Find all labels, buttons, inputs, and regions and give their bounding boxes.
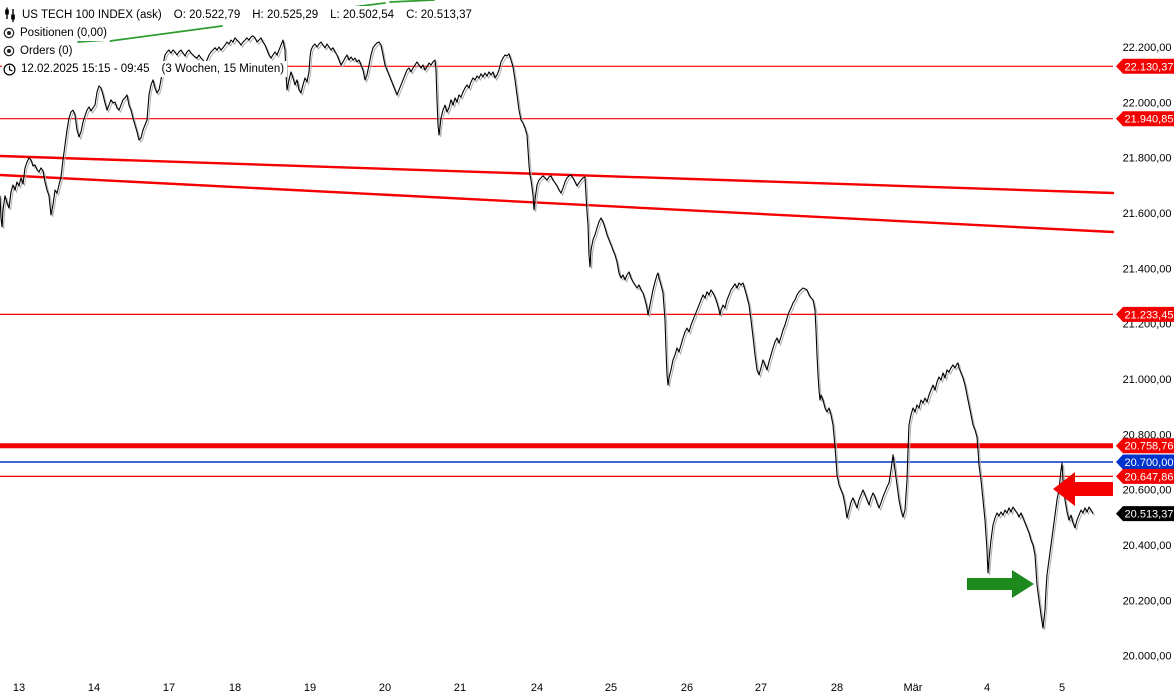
orders-row[interactable]: Orders (0) — [2, 43, 76, 59]
x-axis-tick-label: 4 — [984, 682, 990, 694]
x-axis-tick-label: 17 — [163, 682, 175, 694]
price-level-badge[interactable] — [1116, 111, 1174, 127]
x-axis-tick-label: 13 — [13, 682, 25, 694]
x-axis-tick-label: 20 — [379, 682, 391, 694]
time-range-label: 12.02.2025 15:15 - 09:45 — [21, 63, 150, 75]
green-trendline[interactable] — [389, 0, 435, 3]
y-axis-tick-label: 22.200,00 — [1123, 42, 1172, 54]
price-level-badge-label: 20.647,86 — [1125, 471, 1174, 483]
price-level-badge-label: 22.130,37 — [1125, 61, 1174, 73]
x-axis-tick-label: 27 — [755, 682, 767, 694]
price-level-badge-label: 20.700,00 — [1125, 457, 1174, 469]
orders-radio-icon[interactable] — [3, 45, 15, 57]
x-axis-tick-label: 14 — [88, 682, 100, 694]
ohlc-high: H: 20.525,29 — [252, 8, 319, 21]
red-trendline[interactable] — [0, 173, 1115, 234]
buy-arrow-annotation[interactable] — [967, 570, 1034, 598]
price-level-badge[interactable] — [1116, 438, 1174, 454]
x-axis-tick-label: 26 — [681, 682, 693, 694]
y-axis-tick-label: 21.600,00 — [1123, 208, 1172, 220]
symbol-name: US TECH 100 INDEX (ask) — [22, 8, 162, 21]
price-line-shadow — [1, 37, 1096, 631]
clock-icon — [3, 62, 16, 76]
x-axis-tick-label: 24 — [531, 682, 543, 694]
current-price-badge — [1116, 506, 1174, 522]
y-axis-tick-label: 20.400,00 — [1123, 540, 1172, 552]
symbol-ohlc-row: US TECH 100 INDEX (ask) O: 20.522,79 H: … — [2, 6, 475, 23]
chart-header: US TECH 100 INDEX (ask) O: 20.522,79 H: … — [2, 6, 475, 77]
ohlc-open: O: 20.522,79 — [173, 8, 241, 21]
orders-label: Orders (0) — [20, 45, 73, 57]
timeframe-label: (3 Wochen, 15 Minuten) — [161, 63, 285, 75]
price-level-badge[interactable] — [1116, 468, 1174, 484]
price-level-badge[interactable] — [1116, 454, 1174, 470]
y-axis-tick-label: 21.000,00 — [1123, 374, 1172, 386]
y-axis-tick-label: 20.600,00 — [1123, 485, 1172, 497]
y-axis-tick-label: 22.000,00 — [1123, 97, 1172, 109]
positions-radio-icon[interactable] — [3, 27, 15, 39]
green-trendline[interactable] — [109, 25, 223, 42]
price-level-badge-label: 21.940,85 — [1125, 114, 1174, 126]
positions-label: Positionen (0,00) — [20, 27, 107, 39]
sell-arrow-annotation[interactable] — [1053, 472, 1113, 506]
red-trendline[interactable] — [0, 154, 1115, 195]
price-level-badge-label: 20.758,76 — [1125, 441, 1174, 453]
price-level-badge[interactable] — [1116, 58, 1174, 74]
x-axis-tick-label: 21 — [454, 682, 466, 694]
candlestick-chart-icon — [3, 7, 17, 22]
positions-row[interactable]: Positionen (0,00) — [2, 25, 110, 41]
x-axis-tick-label: 5 — [1059, 682, 1065, 694]
x-axis-tick-label: 25 — [605, 682, 617, 694]
ohlc-close: C: 20.513,37 — [406, 8, 472, 21]
y-axis-tick-label: 20.200,00 — [1123, 595, 1172, 607]
x-axis-tick-label: 18 — [229, 682, 241, 694]
x-axis-tick-label: 19 — [304, 682, 316, 694]
x-axis-tick-label: Mär — [904, 682, 923, 694]
price-line-path — [0, 35, 1094, 629]
current-price-badge-label: 20.513,37 — [1125, 509, 1174, 521]
ohlc-low: L: 20.502,54 — [330, 8, 395, 21]
price-level-badge[interactable] — [1116, 306, 1174, 322]
y-axis-tick-label: 20.000,00 — [1123, 651, 1172, 663]
timeframe-row[interactable]: 12.02.2025 15:15 - 09:45 (3 Wochen, 15 M… — [2, 61, 288, 77]
price-level-badge-label: 21.233,45 — [1125, 309, 1174, 321]
y-axis-tick-label: 21.400,00 — [1123, 263, 1172, 275]
y-axis-tick-label: 21.800,00 — [1123, 153, 1172, 165]
x-axis-tick-label: 28 — [831, 682, 843, 694]
